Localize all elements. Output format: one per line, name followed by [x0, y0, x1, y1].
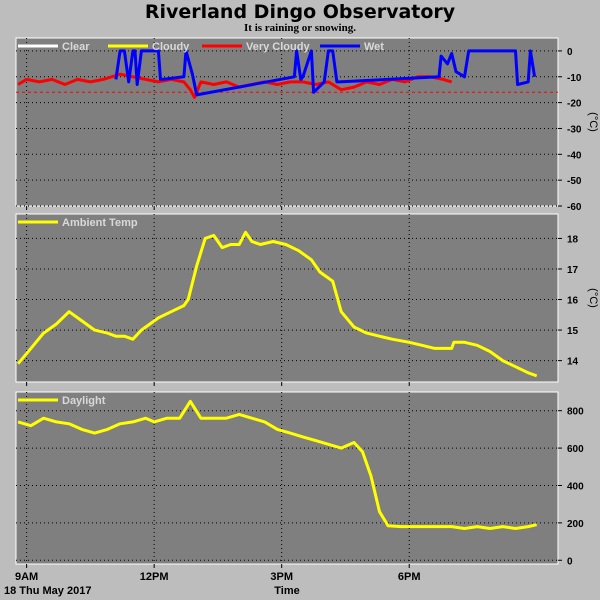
y-tick-label: 0 — [567, 556, 573, 567]
y-axis-unit-label: (°C) — [587, 288, 599, 308]
y-tick-label: -20 — [567, 99, 582, 110]
y-tick-label: 16 — [567, 296, 579, 307]
legend-label: Cloudy — [152, 41, 190, 53]
series-line-very-cloudy — [17, 72, 453, 99]
x-tick-label: 9AM — [15, 571, 38, 583]
y-tick-label: 0 — [567, 47, 573, 58]
panel-background — [15, 37, 559, 207]
x-tick-label: 3PM — [270, 571, 293, 583]
y-tick-label: -60 — [567, 202, 582, 213]
weather-status-text: It is raining or snowing. — [244, 22, 356, 34]
panel-background — [15, 213, 559, 383]
chart-panel-1: 0 -10 -20 -30 -40 -50 -60 Clear Cloudy Very Cloud… — [15, 37, 599, 213]
series-line-wet — [114, 49, 537, 97]
chart-panel-2: 14 15 16 17 18 Ambient Temp (°C) — [15, 213, 599, 386]
y-tick-label: 18 — [567, 234, 579, 245]
legend-label: Daylight — [62, 395, 106, 407]
y-tick-label: 600 — [567, 444, 584, 455]
x-tick-label: 12PM — [140, 571, 169, 583]
y-tick-label: 800 — [567, 407, 584, 418]
y-axis-unit-label: (°C) — [587, 112, 599, 132]
series-line-daylight — [17, 399, 538, 530]
y-tick-label: 15 — [567, 326, 579, 337]
x-tick-label: 6PM — [398, 571, 421, 583]
chart-panel-3: 0 200 400 600 800 Daylight 9AM 12PM 3PM 6PM — [15, 391, 584, 583]
series-line-ambient-temp — [16, 230, 538, 378]
date-label: 18 Thu May 2017 — [4, 585, 91, 597]
page-title: Riverland Dingo Observatory — [144, 1, 456, 23]
y-tick-label: 17 — [567, 265, 579, 276]
y-tick-label: 200 — [567, 519, 584, 530]
y-tick-label: -50 — [567, 176, 582, 187]
panel-background — [15, 391, 559, 565]
legend-label: Ambient Temp — [62, 217, 138, 229]
legend-label: Clear — [62, 41, 90, 53]
y-tick-label: -10 — [567, 73, 582, 84]
x-axis-title: Time — [274, 585, 299, 597]
y-tick-label: 400 — [567, 481, 584, 492]
y-tick-label: -40 — [567, 150, 582, 161]
legend-label: Very Cloudy — [246, 41, 310, 53]
y-tick-label: -30 — [567, 124, 582, 135]
legend-label: Wet — [364, 41, 384, 53]
y-tick-label: 14 — [567, 357, 579, 368]
